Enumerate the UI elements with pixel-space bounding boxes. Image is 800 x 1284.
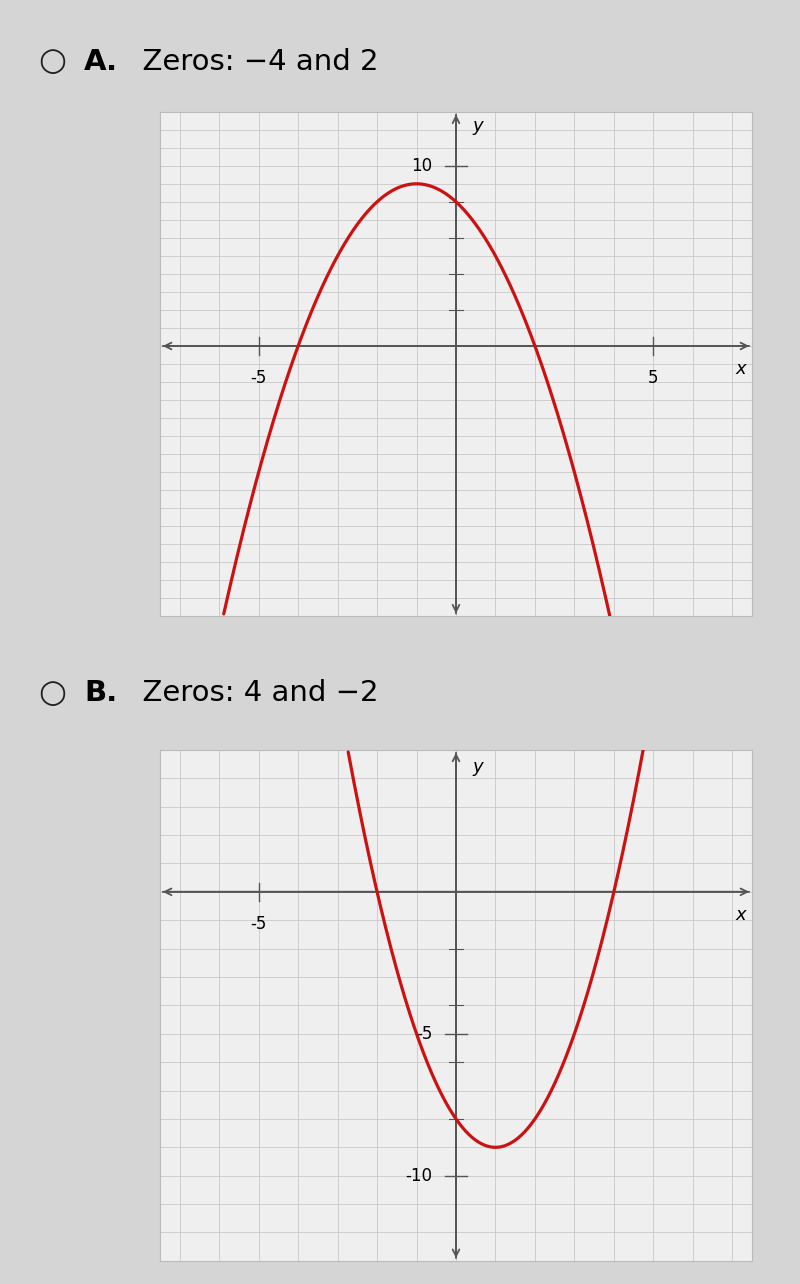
Text: -5: -5 [250, 914, 267, 932]
Text: B.: B. [84, 679, 118, 707]
Text: -5: -5 [250, 369, 267, 386]
Text: A.: A. [84, 48, 118, 76]
Text: Zeros: −4 and 2: Zeros: −4 and 2 [124, 48, 378, 76]
Text: -5: -5 [416, 1025, 433, 1043]
Text: ○: ○ [38, 678, 66, 709]
Text: 10: 10 [411, 157, 433, 175]
Text: 5: 5 [648, 369, 658, 386]
Text: y: y [472, 117, 482, 135]
Text: x: x [735, 905, 746, 923]
Text: y: y [472, 759, 482, 777]
Text: Zeros: 4 and −2: Zeros: 4 and −2 [124, 679, 378, 707]
Text: ○: ○ [38, 46, 66, 77]
Text: -10: -10 [406, 1167, 433, 1185]
Text: x: x [735, 360, 746, 377]
